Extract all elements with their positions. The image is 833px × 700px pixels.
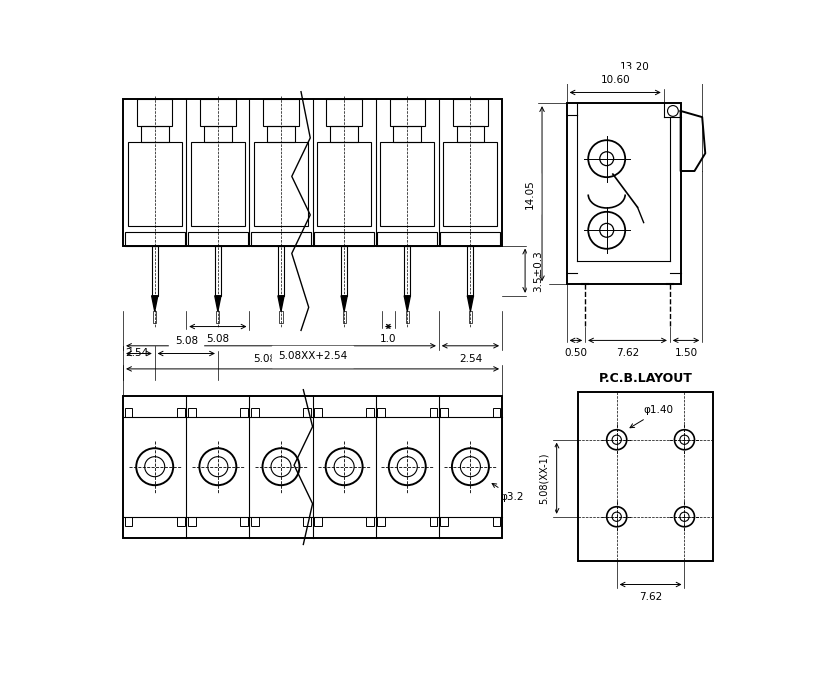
- Bar: [267, 126, 295, 141]
- Bar: [381, 141, 434, 227]
- Text: P.C.B.LAYOUT: P.C.B.LAYOUT: [599, 372, 692, 384]
- Bar: [141, 126, 168, 141]
- Bar: [393, 126, 421, 141]
- Text: 1.50: 1.50: [675, 348, 697, 358]
- Bar: [303, 408, 311, 417]
- Bar: [430, 517, 437, 526]
- Text: 7.62: 7.62: [616, 348, 639, 358]
- Bar: [125, 408, 132, 417]
- Bar: [456, 126, 484, 141]
- Bar: [330, 126, 358, 141]
- Polygon shape: [341, 295, 347, 311]
- Bar: [278, 246, 284, 296]
- Bar: [240, 408, 248, 417]
- Polygon shape: [215, 295, 221, 311]
- Bar: [317, 141, 371, 227]
- Bar: [566, 103, 681, 284]
- Text: 14.05: 14.05: [524, 179, 534, 209]
- Bar: [254, 141, 308, 227]
- Text: 2.54: 2.54: [126, 349, 148, 358]
- Bar: [469, 311, 472, 323]
- Bar: [441, 517, 448, 526]
- Text: 3.5±0.3: 3.5±0.3: [533, 250, 543, 292]
- Polygon shape: [404, 295, 411, 311]
- Text: 0.50: 0.50: [565, 348, 587, 358]
- Bar: [204, 126, 232, 141]
- Bar: [177, 517, 185, 526]
- Bar: [217, 311, 219, 323]
- Bar: [314, 517, 322, 526]
- Bar: [127, 141, 182, 227]
- Bar: [187, 232, 248, 246]
- Bar: [441, 408, 448, 417]
- Text: 5.08: 5.08: [175, 336, 198, 346]
- Bar: [367, 517, 374, 526]
- Bar: [367, 408, 374, 417]
- Bar: [342, 311, 346, 323]
- Bar: [123, 396, 502, 538]
- Bar: [263, 99, 299, 126]
- Polygon shape: [152, 295, 157, 311]
- Bar: [152, 246, 157, 296]
- Bar: [578, 392, 713, 561]
- Bar: [327, 99, 362, 126]
- Bar: [125, 232, 185, 246]
- Bar: [390, 99, 425, 126]
- Bar: [314, 232, 374, 246]
- Bar: [443, 141, 497, 227]
- Bar: [191, 141, 245, 227]
- Text: 5.08XX+2.54: 5.08XX+2.54: [278, 351, 347, 361]
- Polygon shape: [278, 295, 284, 311]
- Text: 13.20: 13.20: [620, 62, 649, 73]
- Bar: [153, 311, 157, 323]
- Bar: [187, 517, 196, 526]
- Bar: [452, 99, 488, 126]
- Text: φ3.2: φ3.2: [492, 484, 524, 502]
- Bar: [177, 408, 185, 417]
- Bar: [441, 232, 501, 246]
- Bar: [404, 246, 411, 296]
- Text: φ1.40: φ1.40: [630, 405, 674, 428]
- Bar: [406, 311, 409, 323]
- Bar: [377, 517, 385, 526]
- Text: 5.08: 5.08: [207, 335, 229, 344]
- Bar: [430, 408, 437, 417]
- Bar: [251, 408, 259, 417]
- Bar: [341, 246, 347, 296]
- Bar: [123, 99, 502, 246]
- Bar: [187, 408, 196, 417]
- Bar: [493, 517, 501, 526]
- Bar: [125, 517, 132, 526]
- Bar: [303, 517, 311, 526]
- Bar: [137, 99, 172, 126]
- Bar: [279, 311, 282, 323]
- Bar: [314, 408, 322, 417]
- Bar: [377, 232, 437, 246]
- Text: 10.60: 10.60: [601, 75, 630, 85]
- Text: 5.08X(N-1): 5.08X(N-1): [252, 354, 309, 363]
- Text: 2.54: 2.54: [459, 354, 482, 363]
- Text: 7.62: 7.62: [639, 592, 662, 602]
- Bar: [240, 517, 248, 526]
- Bar: [251, 517, 259, 526]
- Bar: [377, 408, 385, 417]
- Bar: [215, 246, 221, 296]
- Bar: [251, 232, 311, 246]
- Polygon shape: [467, 295, 473, 311]
- Bar: [200, 99, 236, 126]
- Text: 5.08(XX-1): 5.08(XX-1): [539, 452, 549, 504]
- Text: 1.0: 1.0: [380, 335, 397, 344]
- Bar: [493, 408, 501, 417]
- Bar: [467, 246, 473, 296]
